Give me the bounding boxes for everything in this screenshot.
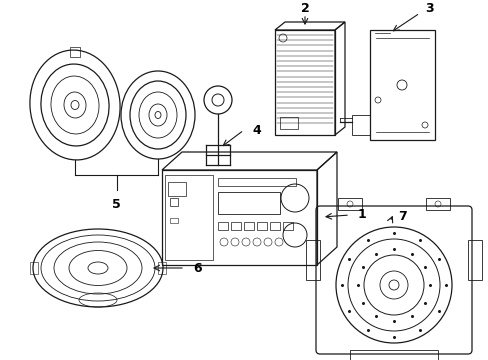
Bar: [244, 222, 253, 230]
Bar: [257, 222, 266, 230]
Bar: [369, 30, 434, 140]
Text: 3: 3: [425, 1, 433, 14]
Text: 4: 4: [251, 123, 260, 136]
Bar: [164, 175, 213, 260]
Text: 7: 7: [397, 210, 406, 222]
Bar: [425, 198, 449, 210]
Text: 2: 2: [300, 1, 309, 14]
Bar: [162, 170, 316, 265]
Text: 5: 5: [112, 198, 121, 211]
Bar: [168, 182, 185, 196]
Bar: [158, 262, 165, 274]
Bar: [218, 192, 280, 214]
Bar: [280, 117, 297, 129]
Bar: [274, 30, 334, 135]
Bar: [337, 198, 361, 210]
Bar: [30, 262, 38, 274]
Bar: [170, 198, 178, 206]
Bar: [218, 222, 227, 230]
Bar: [218, 178, 295, 186]
Bar: [283, 222, 292, 230]
Text: 1: 1: [357, 208, 366, 221]
Bar: [269, 222, 280, 230]
Bar: [170, 218, 178, 223]
Bar: [230, 222, 241, 230]
Text: 6: 6: [193, 261, 201, 274]
